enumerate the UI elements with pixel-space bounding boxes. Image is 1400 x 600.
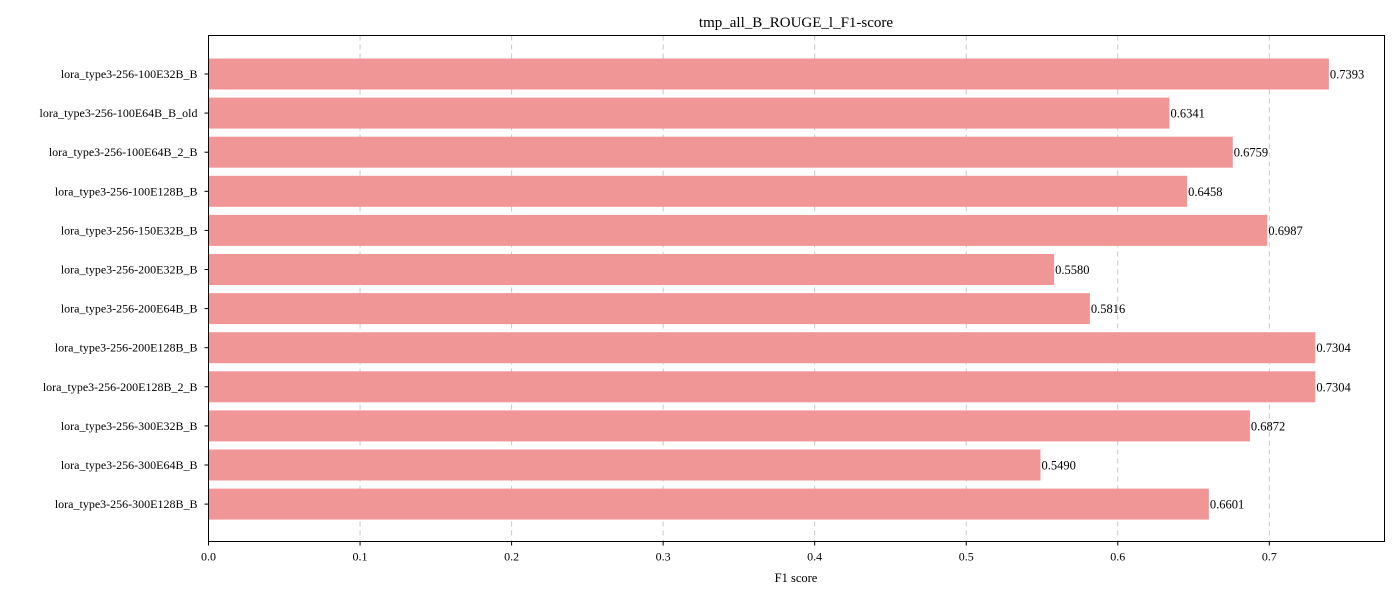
x-tick-label: 0.3 (656, 550, 671, 564)
plot-frame (208, 35, 1385, 542)
x-tick-label: 0.6 (1110, 550, 1125, 564)
bar (208, 136, 1233, 168)
bar (208, 254, 1055, 285)
y-tick-label: lora_type3-256-100E64B_2_B (49, 145, 198, 159)
x-axis: 0.0 0.1 0.2 0.3 0.4 0.5 0.6 0.7 (201, 541, 1277, 564)
value-labels: 0.7393 0.6341 0.6759 0.6458 0.6987 0.5580 0.58… (1041, 68, 1364, 512)
bar-value-label: 0.7304 (1316, 341, 1351, 355)
y-tick-label: lora_type3-256-300E32B_B (61, 419, 198, 433)
bar-value-label: 0.7393 (1330, 68, 1364, 82)
bar-value-label: 0.6987 (1268, 224, 1302, 238)
bar (208, 97, 1170, 129)
bar-value-label: 0.5490 (1041, 459, 1075, 473)
bar-value-label: 0.6759 (1234, 146, 1268, 160)
x-tick-label: 0.7 (1262, 550, 1277, 564)
bar (208, 410, 1250, 442)
x-tick-label: 0.0 (201, 550, 216, 564)
x-tick-label: 0.2 (504, 550, 519, 564)
bar-value-label: 0.7304 (1316, 380, 1351, 394)
x-tick-label: 0.4 (807, 550, 822, 564)
y-tick-label: lora_type3-256-100E64B_B_old (40, 106, 198, 120)
bar (208, 488, 1209, 520)
chart-title: tmp_all_B_ROUGE_l_F1-score (699, 15, 893, 31)
bar-value-label: 0.6601 (1210, 498, 1244, 512)
x-tick-label: 0.1 (353, 550, 368, 564)
bars (208, 58, 1329, 520)
bar (208, 449, 1041, 481)
y-tick-label: lora_type3-256-150E32B_B (61, 223, 198, 237)
y-tick-label: lora_type3-256-100E128B_B (55, 184, 198, 198)
y-tick-label: lora_type3-256-300E64B_B (61, 458, 198, 472)
y-tick-label: lora_type3-256-300E128B_B (55, 497, 198, 511)
bar (208, 332, 1316, 364)
bar-value-label: 0.5816 (1091, 302, 1125, 316)
x-tick-label: 0.5 (959, 550, 974, 564)
bar (208, 371, 1316, 403)
bar-value-label: 0.5580 (1055, 263, 1089, 277)
y-tick-label: lora_type3-256-100E32B_B (61, 67, 198, 81)
bar-value-label: 0.6341 (1170, 107, 1204, 121)
y-tick-label: lora_type3-256-200E128B_B (55, 341, 198, 355)
bar (208, 214, 1268, 246)
bar (208, 293, 1090, 325)
bar-value-label: 0.6872 (1251, 419, 1285, 433)
y-tick-label: lora_type3-256-200E32B_B (61, 263, 198, 277)
bar (208, 175, 1188, 207)
y-axis: lora_type3-256-100E32B_B lora_type3-256-1… (40, 67, 209, 511)
bar-value-label: 0.6458 (1188, 185, 1222, 199)
bar (208, 58, 1329, 90)
x-axis-label: F1 score (775, 571, 818, 585)
y-tick-label: lora_type3-256-200E128B_2_B (43, 380, 198, 394)
y-tick-label: lora_type3-256-200E64B_B (61, 302, 198, 316)
